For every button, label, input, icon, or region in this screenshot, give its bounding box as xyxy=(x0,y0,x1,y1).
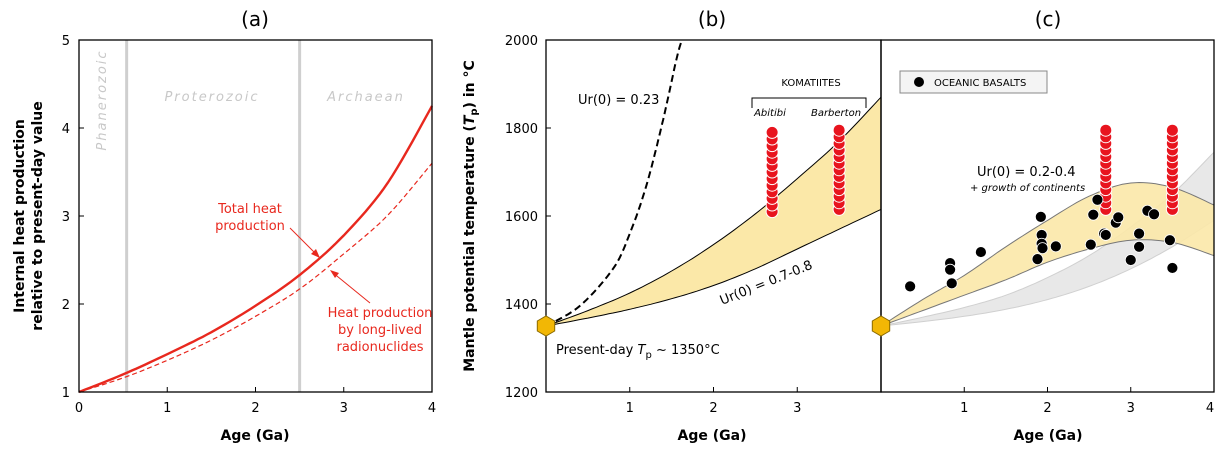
series-long-lived-line xyxy=(78,162,433,393)
panel-a-ylabel-line1: Internal heat production xyxy=(12,119,28,313)
x-tick-label: 2 xyxy=(1043,401,1051,416)
abitibi-label: Abitibi xyxy=(753,108,786,119)
basalt-point xyxy=(1163,234,1176,247)
basalt-point xyxy=(904,280,917,293)
x-tick-label: 3 xyxy=(340,401,348,416)
komatiite-point xyxy=(1165,123,1179,137)
annotation-long-lived-1: Heat production xyxy=(328,306,433,321)
basalt-point xyxy=(1148,208,1160,221)
x-tick-label: 1 xyxy=(626,401,634,416)
komatiites-label: KOMATIITES xyxy=(781,78,840,89)
x-tick-label: 1 xyxy=(960,401,968,416)
x-tick-label: 4 xyxy=(1206,401,1214,416)
band-upper-edge xyxy=(545,96,882,327)
y-tick-label: 1200 xyxy=(505,386,538,401)
legend-oceanic-basalts: OCEANIC BASALTS xyxy=(899,70,1048,94)
y-tick-label: 3 xyxy=(62,210,70,225)
x-tick-label: 4 xyxy=(428,401,436,416)
panel-c: 1 2 3 4 Age (Ga) OCEANIC BASALTS Ur(0) = 0.… xyxy=(871,39,1215,444)
legend-label: OCEANIC BASALTS xyxy=(934,78,1026,89)
x-tick-label: 1 xyxy=(163,401,171,416)
annotation-long-lived-2: by long-lived xyxy=(338,323,422,338)
panel-c-title: (c) xyxy=(1035,7,1062,31)
basalt-point xyxy=(1133,227,1145,240)
x-tick-label: 2 xyxy=(251,401,259,416)
grey-band-lower-edge xyxy=(880,219,1215,327)
panel-b: 1 2 3 1200 1400 1600 1800 2000 Age (Ga) Mantle … xyxy=(462,34,882,444)
panel-a-xlabel: Age (Ga) xyxy=(221,428,290,444)
y-tick-label: 1800 xyxy=(505,122,538,137)
basalt-point xyxy=(1049,240,1062,253)
basalt-point xyxy=(975,246,987,258)
komatiite-point-barberton xyxy=(832,123,846,137)
y-tick-label: 2000 xyxy=(505,34,538,49)
basalt-point xyxy=(1166,262,1179,274)
eon-label-proterozoic: Proterozoic xyxy=(164,90,259,105)
annotation-total-heat-1: Total heat xyxy=(217,202,282,217)
x-tick-label: 0 xyxy=(75,401,83,416)
y-tick-label: 1400 xyxy=(505,298,538,313)
panel-a-title: (a) xyxy=(241,7,269,31)
arrow-long-lived xyxy=(331,271,371,304)
basalt-point xyxy=(1036,242,1049,255)
arrowhead-total-heat xyxy=(311,249,320,258)
series-total-heat-line xyxy=(78,105,434,394)
present-day-hexagon xyxy=(536,315,556,337)
present-day-hexagon xyxy=(871,315,891,337)
basalt-point xyxy=(1091,193,1104,206)
basalt-point xyxy=(1084,238,1097,251)
y-tick-label: 5 xyxy=(62,34,70,49)
basalt-point xyxy=(945,277,958,290)
y-tick-label: 1 xyxy=(62,386,70,401)
basalt-point xyxy=(1112,211,1125,224)
komatiite-point-abitibi xyxy=(765,125,779,139)
band-ur-07-08 xyxy=(546,97,881,326)
annotation-growth: + growth of continents xyxy=(970,183,1085,194)
basalt-point xyxy=(1133,240,1145,253)
basalt-point xyxy=(1124,254,1137,266)
eon-label-phanerozoic: Phanerozoic xyxy=(95,49,110,150)
komatiites-bracket xyxy=(751,97,867,108)
legend-marker xyxy=(914,77,924,87)
komatiite-point xyxy=(1099,123,1113,137)
legend-box xyxy=(899,70,1048,94)
x-tick-label: 2 xyxy=(709,401,717,416)
arrow-total-heat xyxy=(289,227,319,257)
present-day-label: Present-day Tp ~ 1350°C xyxy=(556,343,720,361)
x-tick-label: 3 xyxy=(793,401,801,416)
barberton-label: Barberton xyxy=(811,108,861,119)
y-tick-label: 4 xyxy=(62,122,70,137)
band-ur-02-04 xyxy=(881,182,1214,326)
basalt-point xyxy=(1031,253,1044,266)
basalt-point xyxy=(944,263,956,276)
annotation-total-heat-2: production xyxy=(215,219,285,234)
panel-a-ylabel-line2: relative to present-day value xyxy=(30,101,46,330)
y-tick-label: 1600 xyxy=(505,210,538,225)
eon-label-archaean: Archaean xyxy=(326,90,405,105)
basalt-point xyxy=(1099,229,1112,241)
basalt-point xyxy=(1034,210,1047,223)
annotation-ur-02-04: Ur(0) = 0.2-0.4 xyxy=(977,165,1075,180)
series-ur-023-line xyxy=(545,39,683,327)
band-lower-edge xyxy=(545,208,882,327)
panel-b-title: (b) xyxy=(698,7,726,31)
band-ur-02-04-lower-edge xyxy=(880,239,1215,327)
basalt-point xyxy=(1087,208,1100,221)
annotation-long-lived-3: radionuclides xyxy=(336,340,423,355)
x-tick-label: 3 xyxy=(1127,401,1135,416)
panel-b-xlabel: Age (Ga) xyxy=(678,428,747,444)
panel-a: Proterozoic Archaean Phanerozoic 0 1 2 3 412… xyxy=(12,34,436,444)
panel-b-ylabel: Mantle potential temperature (Tp) in °C xyxy=(462,60,480,372)
y-tick-label: 2 xyxy=(62,298,70,313)
band-ur-02-04-upper-edge xyxy=(880,181,1215,327)
panel-c-xlabel: Age (Ga) xyxy=(1014,428,1083,444)
annotation-ur-023: Ur(0) = 0.23 xyxy=(578,93,659,108)
arrowhead-long-lived xyxy=(330,270,339,278)
